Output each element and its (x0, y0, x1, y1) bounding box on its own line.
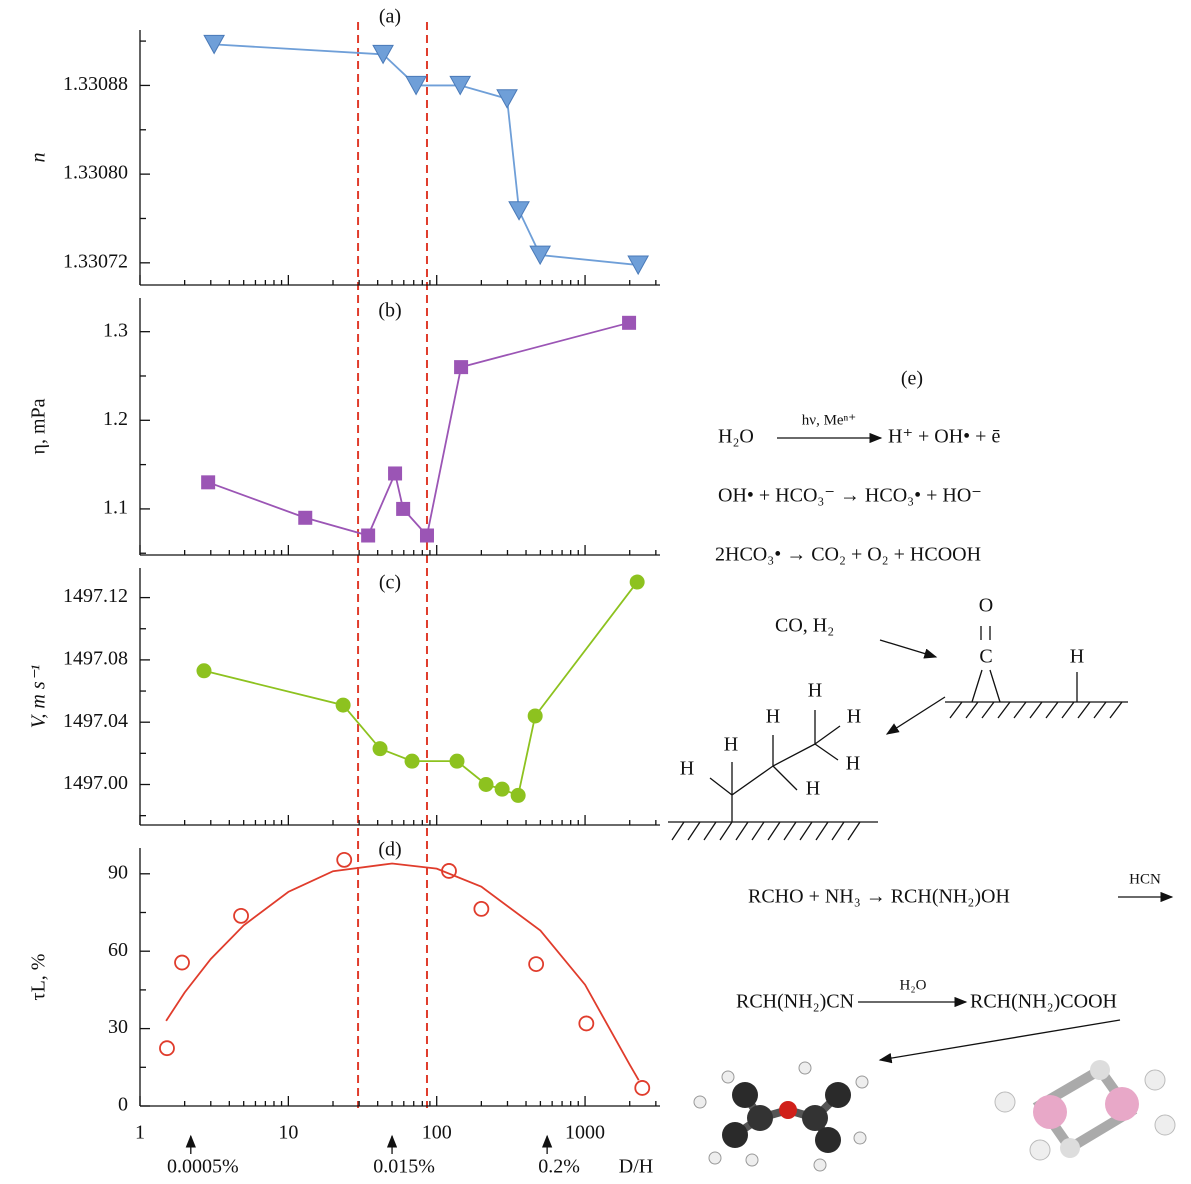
marker (449, 754, 464, 769)
atom: O (979, 595, 993, 617)
marker (373, 741, 388, 756)
atom: H (1070, 646, 1084, 668)
equation: H⁺ + OH• + ē (888, 426, 1000, 448)
marker (497, 90, 517, 108)
marker (474, 902, 488, 916)
y-tick-label: 0 (118, 1094, 128, 1116)
marker (234, 909, 248, 923)
panel-title: (c) (379, 572, 401, 594)
y-tick-label: 1497.12 (63, 585, 128, 607)
atom: H (847, 706, 861, 728)
atom: H (846, 753, 860, 775)
arrow (880, 1020, 1120, 1060)
arrow-label: H₂O (900, 977, 927, 993)
annotation: 0.015% (373, 1156, 435, 1178)
y-tick-label: 30 (108, 1016, 128, 1038)
marker (528, 708, 543, 723)
scheme: (e) H₂O hν, Meⁿ⁺ H⁺ + OH• + ē OH• + HCO₃… (668, 368, 1175, 1171)
equation: RCHO + NH₃ → RCH(NH₂)OH (748, 886, 1010, 908)
marker (361, 529, 375, 543)
marker (630, 575, 645, 590)
marker (160, 1041, 174, 1055)
arrow-label: HCN (1129, 871, 1161, 887)
marker (405, 754, 420, 769)
panel-title: (b) (378, 300, 401, 322)
y-axis-label: n (28, 153, 50, 163)
y-tick-label: 1.2 (103, 408, 128, 430)
x-axis-label: D/H (619, 1156, 653, 1178)
atom: C (979, 646, 992, 668)
y-tick-label: 1497.04 (63, 710, 128, 732)
y-tick-label: 1.33072 (63, 250, 128, 272)
x-tick-label: 10 (278, 1122, 298, 1144)
marker (511, 788, 526, 803)
marker (298, 511, 312, 525)
marker (396, 502, 410, 516)
marker (337, 853, 351, 867)
equation: H₂O (718, 426, 754, 448)
annotation: 0.0005% (167, 1156, 239, 1178)
y-axis-label: τL, % (28, 954, 50, 1001)
series-line (166, 863, 639, 1080)
marker (336, 698, 351, 713)
y-tick-label: 1497.00 (63, 772, 128, 794)
panel-title: (a) (379, 6, 401, 28)
scheme-title: (e) (901, 368, 923, 390)
surface (945, 702, 1128, 718)
marker (201, 475, 215, 489)
arrow (887, 697, 945, 734)
marker (529, 957, 543, 971)
marker (635, 1081, 649, 1095)
y-tick-label: 1.33080 (63, 162, 128, 184)
molecule (995, 1060, 1175, 1160)
surface (668, 822, 878, 840)
x-tick-label: 1 (135, 1122, 145, 1144)
y-axis-label: η, mPa (28, 398, 50, 454)
panel-title: (d) (378, 839, 401, 861)
y-tick-label: 60 (108, 939, 128, 961)
y-axis-label: V, m s⁻¹ (28, 665, 50, 728)
equation: RCH(NH₂)CN (736, 991, 854, 1013)
equation: 2HCO₃• → CO₂ + O₂ + HCOOH (715, 544, 981, 566)
marker (196, 663, 211, 678)
series-line (208, 323, 629, 536)
annotation: 0.2% (538, 1156, 580, 1178)
y-tick-label: 1.33088 (63, 73, 128, 95)
equation: OH• + HCO₃⁻ → HCO₃• + HO⁻ (718, 485, 982, 507)
marker (622, 316, 636, 330)
atom: H (724, 734, 738, 756)
atom: H (806, 778, 820, 800)
marker (479, 777, 494, 792)
atom: H (766, 706, 780, 728)
figure: (e) H₂O hν, Meⁿ⁺ H⁺ + OH• + ē OH• + HCO₃… (0, 0, 1191, 1184)
y-tick-label: 1.3 (103, 319, 128, 341)
arrow (880, 640, 936, 657)
marker (579, 1016, 593, 1030)
molecule (694, 1062, 868, 1171)
series-line (204, 582, 637, 795)
x-tick-label: 1000 (565, 1122, 605, 1144)
atom: H (808, 680, 822, 702)
marker (175, 956, 189, 970)
marker (420, 529, 434, 543)
arrow-label: hν, Meⁿ⁺ (802, 412, 856, 428)
y-tick-label: 1.1 (103, 497, 128, 519)
marker (509, 202, 529, 220)
equation: RCH(NH₂)COOH (970, 991, 1117, 1013)
bonds (972, 670, 1077, 702)
y-tick-label: 1497.08 (63, 647, 128, 669)
x-tick-label: 100 (422, 1122, 452, 1144)
marker (495, 782, 510, 797)
marker (454, 360, 468, 374)
marker (388, 466, 402, 480)
gas-label: CO, H₂ (775, 615, 834, 637)
y-tick-label: 90 (108, 861, 128, 883)
atom: H (680, 758, 694, 780)
